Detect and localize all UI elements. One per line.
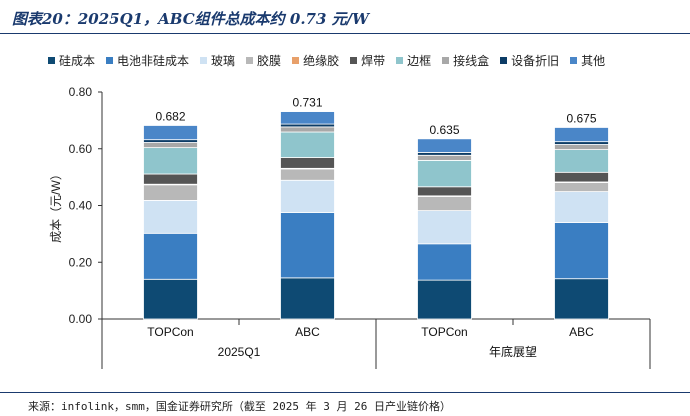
bar-segment [554,171,609,183]
bar-segment [554,144,609,151]
source-divider [0,392,690,393]
bar-segment [417,210,472,245]
y-tick-label: 0.40 [69,199,93,213]
bar-segment [143,173,198,185]
legend-item-7: 接线盒 [442,52,489,69]
legend-item-0: 硅成本 [48,52,95,69]
legend-label: 绝缘胶 [303,54,340,68]
legend-label: 玻璃 [211,54,236,68]
bar-segment [417,152,472,156]
legend-swatch [48,57,55,64]
legend-item-4: 绝缘胶 [292,52,339,69]
bar-segment [417,154,472,161]
legend-label: 电池非硅成本 [117,54,190,68]
legend-swatch [106,57,114,64]
legend-item-8: 设备折旧 [500,52,559,69]
bar-segment [280,131,335,158]
bar-segment [143,199,198,234]
bar-segment [554,222,609,280]
bar-total-label: 0.682 [155,109,185,123]
y-tick-label: 0.60 [69,142,93,156]
bar-total-label: 0.635 [429,123,459,137]
x-category-label: TOPCon [421,325,467,339]
source-note: 来源：infolink，smm，国金证券研究所（截至 2025 年 3 月 26… [28,400,451,413]
bar-segment [280,111,335,125]
bar-segment [143,232,198,280]
bar-segment [554,191,609,223]
legend-swatch [442,57,450,64]
x-group-label: 2025Q1 [218,345,261,359]
legend-item-5: 焊带 [350,52,385,69]
legend-label: 硅成本 [59,54,96,68]
x-category-label: ABC [295,325,320,339]
legend-swatch [350,57,358,64]
legend-item-6: 边框 [396,52,431,69]
chart-legend: 硅成本 电池非硅成本 玻璃 胶膜 绝缘胶 焊带 边框 接线盒 设备折旧 其他 [48,52,688,69]
y-tick-label: 0.20 [69,255,93,269]
bar-segment [554,182,609,192]
x-group-label: 年底展望 [489,344,537,359]
bar-segment [143,184,198,201]
legend-label: 其他 [581,54,606,68]
legend-swatch [570,57,578,64]
bar-segment [554,127,609,143]
bar-segment [417,186,472,197]
bar-segment [554,149,609,173]
x-category-label: TOPCon [147,325,193,339]
title-divider [0,33,690,34]
chart-title: 图表20：2025Q1，ABC组件总成本约 0.73 元/W [12,10,369,28]
bar-segment [280,212,335,279]
bar-segment [280,157,335,169]
legend-swatch [292,57,300,64]
bar-segment [280,123,335,128]
bar-segment [417,159,472,188]
bar-segment [280,179,335,213]
y-tick-label: 0.80 [69,85,93,99]
legend-swatch [200,57,208,64]
legend-label: 边框 [407,54,432,68]
legend-item-9: 其他 [570,52,605,69]
bar-segment [143,125,198,141]
bar-segment [417,279,472,320]
bar-total-label: 0.675 [566,111,596,125]
legend-swatch [500,57,508,64]
legend-label: 焊带 [361,54,386,68]
y-tick-label: 0.00 [69,312,93,326]
bar-segment [143,278,198,320]
bar-segment [554,278,609,320]
bar-segment [417,138,472,153]
bar-total-label: 0.731 [292,96,322,110]
bar-segment [417,196,472,212]
legend-item-1: 电池非硅成本 [106,52,189,69]
bar-segment [280,126,335,133]
legend-swatch [396,57,404,64]
bar-segment [280,168,335,181]
y-axis-label: 成本（元/W） [49,168,63,243]
bar-segment [143,139,198,143]
legend-label: 接线盒 [453,54,490,68]
bar-segment [417,243,472,281]
legend-label: 设备折旧 [511,54,560,68]
legend-swatch [246,57,254,64]
bar-segment [554,141,609,145]
x-category-label: ABC [569,325,594,339]
bar-segment [143,147,198,175]
legend-item-2: 玻璃 [200,52,235,69]
bar-segment [280,277,335,320]
legend-item-3: 胶膜 [246,52,281,69]
bar-segment [143,142,198,149]
legend-label: 胶膜 [257,54,282,68]
